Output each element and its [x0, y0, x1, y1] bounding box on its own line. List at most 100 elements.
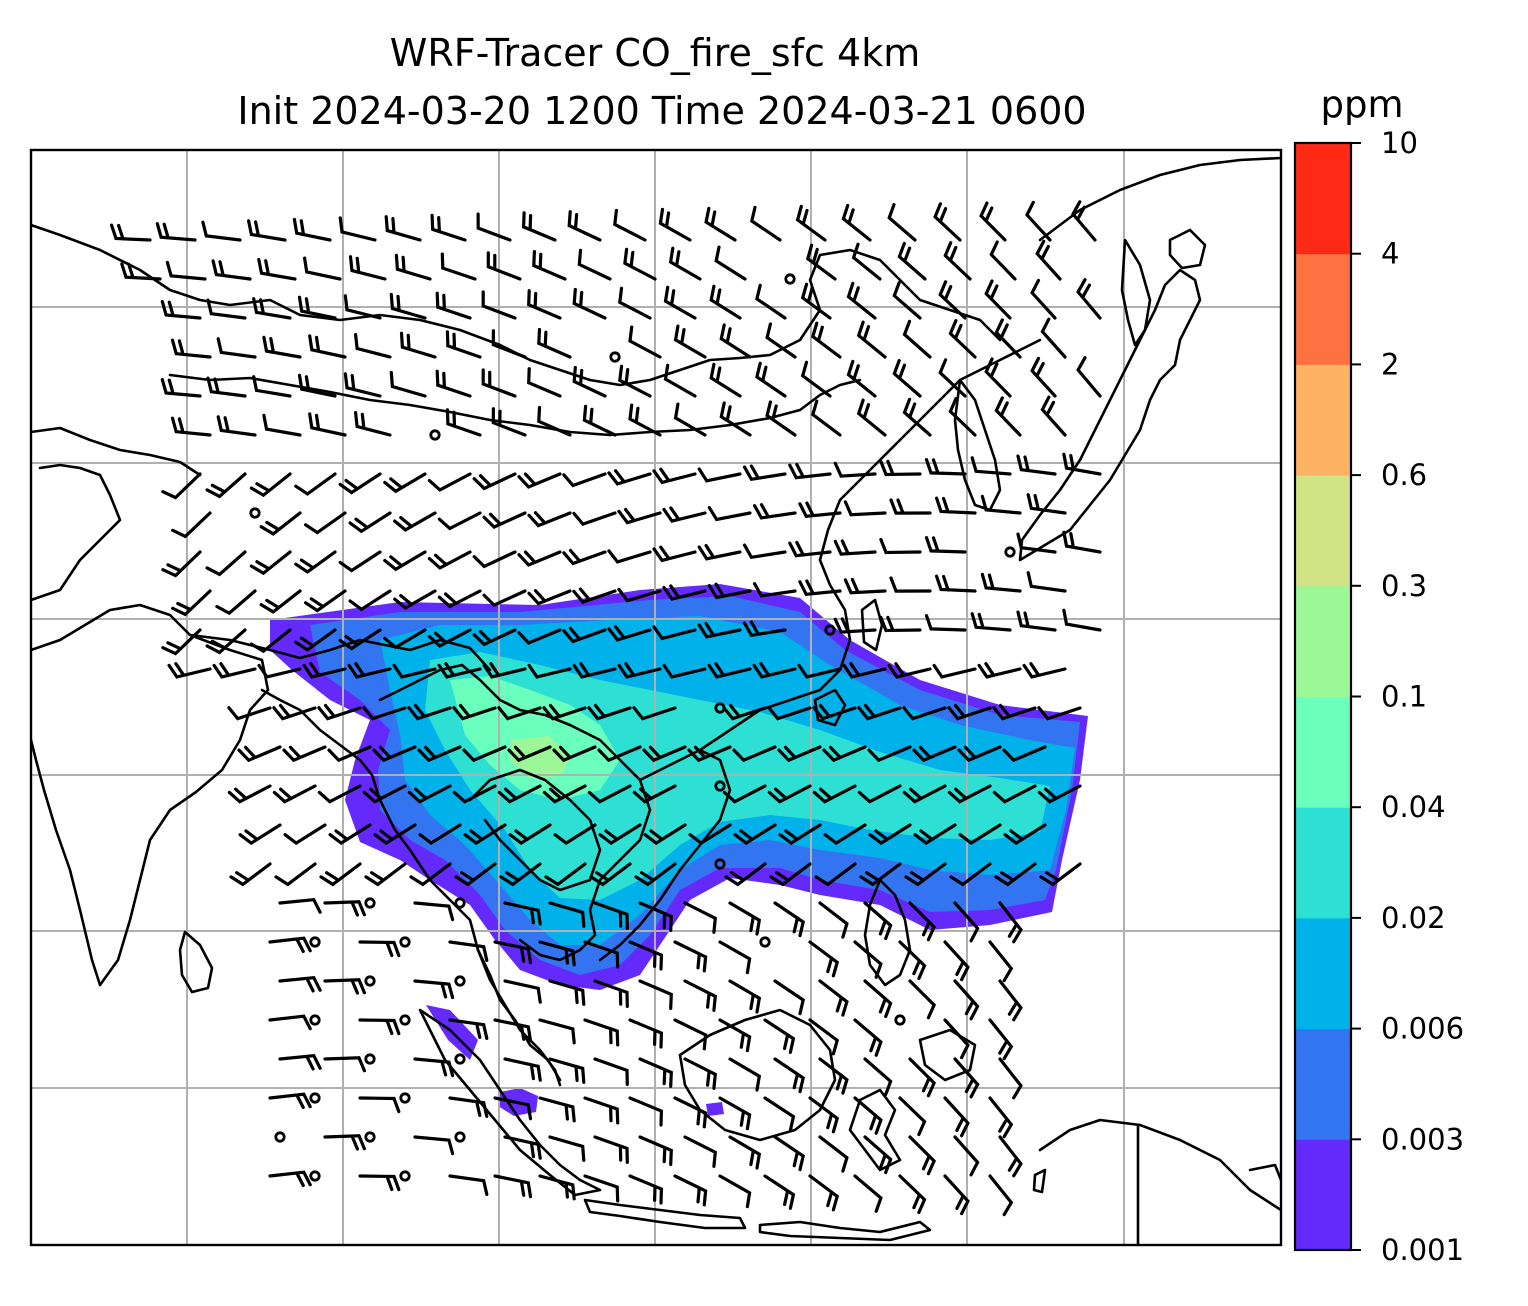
wind-barb [767, 784, 812, 804]
wind-barb [268, 936, 312, 953]
wind-barb [879, 537, 922, 555]
calm-wind-circle [364, 1131, 376, 1143]
colorbar-tick-label: 4 [1381, 237, 1399, 271]
wind-barb [268, 1092, 312, 1109]
wind-barb [1062, 452, 1102, 476]
coast-lesser-sunda [758, 1220, 932, 1242]
calm-wind-circle [274, 1131, 286, 1143]
wind-barb [707, 662, 752, 679]
colorbar-ticks: 0.001 0.003 0.006 0.02 0.04 0.1 0.3 0.6 2 4 10 [1351, 126, 1464, 1267]
wind-barb [435, 291, 472, 320]
calm-wind-markers [249, 273, 1016, 1182]
wind-barb [562, 548, 607, 566]
colorbar-band [1295, 917, 1351, 1030]
wind-barb [994, 396, 1022, 437]
wind-barb [719, 401, 752, 437]
wind-barb [572, 511, 617, 526]
wind-barb [503, 901, 542, 926]
wind-barb [778, 823, 822, 846]
map-panel [31, 150, 1281, 1245]
wind-barb [393, 589, 437, 610]
wind-barb [846, 281, 877, 320]
border-central-asia [31, 426, 202, 477]
wind-barb [935, 574, 977, 593]
wind-barb [908, 1135, 937, 1176]
wind-barb [272, 784, 317, 804]
wind-barb [358, 940, 401, 958]
wind-barb [328, 823, 372, 846]
wind-barb [215, 589, 257, 616]
wind-barb [938, 280, 967, 320]
wind-barb [598, 823, 642, 846]
wind-barb [171, 511, 212, 539]
wind-barb [642, 745, 687, 763]
wind-barb [613, 208, 647, 242]
wind-barb [810, 399, 842, 437]
wind-barb [846, 359, 877, 398]
wind-barb [537, 327, 572, 359]
wind-barb [393, 511, 437, 532]
wind-barb [795, 204, 827, 242]
wind-barb [979, 201, 1007, 242]
coast-india [31, 603, 270, 987]
wind-barb [160, 300, 202, 320]
wind-barb [497, 706, 542, 721]
wind-barb [697, 544, 742, 561]
wind-barb [970, 456, 1012, 476]
wind-barb [472, 472, 517, 491]
wind-barb [297, 295, 337, 320]
wind-barb [201, 220, 242, 242]
coast-japan [1018, 268, 1202, 562]
wind-barb [587, 703, 632, 721]
wind-barb [755, 283, 787, 320]
coastlines-and-borders [31, 156, 1281, 1245]
wind-barb [851, 242, 882, 281]
wind-barb [889, 498, 932, 515]
wind-barb [392, 663, 437, 679]
border-india-north [31, 463, 122, 602]
wind-barb [440, 252, 477, 281]
wind-barb [319, 862, 362, 887]
wind-barb [728, 901, 762, 936]
calm-wind-circle [714, 702, 726, 714]
wind-barb [949, 862, 992, 887]
wind-barb [493, 1096, 533, 1121]
wind-barb [773, 979, 806, 1016]
wind-barb [354, 411, 392, 437]
wind-barb [1030, 278, 1057, 320]
colorbar-tick-label: 0.04 [1381, 790, 1446, 824]
wind-barb [205, 472, 247, 499]
wind-barb [437, 589, 482, 609]
wind-barb [814, 862, 857, 887]
wind-barb [553, 823, 597, 846]
wind-barb [347, 662, 392, 679]
wind-barb [583, 940, 620, 969]
wind-barb [170, 416, 212, 437]
wind-barb [663, 363, 697, 398]
wind-barb [338, 472, 382, 495]
wind-barb [278, 898, 322, 914]
wind-barb [673, 324, 707, 359]
wind-barb [1016, 532, 1057, 554]
wind-barb [1037, 706, 1082, 721]
wind-barb [818, 1135, 849, 1173]
wind-barb [980, 572, 1022, 593]
wind-barb [527, 589, 572, 606]
wind-barb [977, 662, 1022, 679]
wind-barb [892, 281, 922, 320]
wind-barb [857, 703, 902, 721]
wind-barb [989, 240, 1017, 281]
wind-barb [728, 1135, 762, 1170]
wind-barb [1016, 610, 1057, 632]
wind-barb [348, 589, 392, 612]
coast-sri-lanka [178, 930, 214, 994]
wind-barb [1016, 454, 1057, 476]
wind-barb [752, 662, 797, 679]
wind-barb [493, 1174, 533, 1199]
coast-hokkaido [1168, 228, 1207, 270]
wind-barb [607, 549, 652, 564]
wind-barb [417, 745, 462, 763]
calm-wind-circle [714, 780, 726, 792]
coast-malay-peninsula [476, 948, 562, 1087]
